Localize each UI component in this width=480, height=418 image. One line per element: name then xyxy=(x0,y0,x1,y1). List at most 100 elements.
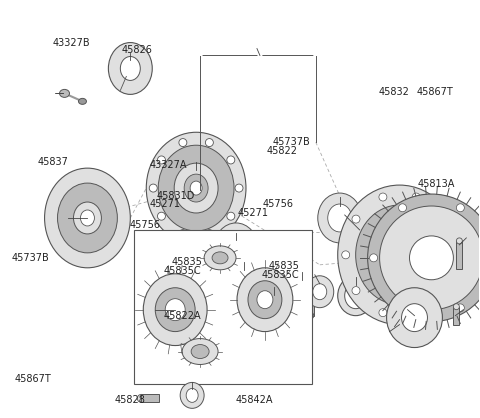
Ellipse shape xyxy=(214,223,258,273)
Ellipse shape xyxy=(338,185,461,325)
Ellipse shape xyxy=(144,274,207,346)
Ellipse shape xyxy=(298,294,306,302)
Ellipse shape xyxy=(186,388,198,403)
Ellipse shape xyxy=(409,236,454,280)
Circle shape xyxy=(370,254,378,262)
Text: 43327B: 43327B xyxy=(52,38,90,48)
Ellipse shape xyxy=(402,304,428,331)
Circle shape xyxy=(456,304,464,312)
Bar xyxy=(456,241,462,269)
Text: 45737B: 45737B xyxy=(11,253,49,263)
Ellipse shape xyxy=(392,246,408,264)
Bar xyxy=(355,230,365,306)
Ellipse shape xyxy=(58,183,117,253)
Ellipse shape xyxy=(313,284,327,300)
Ellipse shape xyxy=(356,205,444,305)
Bar xyxy=(454,307,459,325)
Ellipse shape xyxy=(372,223,428,287)
Ellipse shape xyxy=(384,237,416,273)
Ellipse shape xyxy=(386,288,443,347)
Ellipse shape xyxy=(212,252,228,264)
Ellipse shape xyxy=(180,382,204,408)
Text: 45271: 45271 xyxy=(238,208,269,218)
Text: 45737B: 45737B xyxy=(273,137,310,147)
Circle shape xyxy=(227,156,235,164)
Text: 45835: 45835 xyxy=(171,257,202,268)
Circle shape xyxy=(412,193,420,201)
Ellipse shape xyxy=(108,43,152,94)
Text: 45835C: 45835C xyxy=(163,266,201,275)
Ellipse shape xyxy=(165,299,185,321)
Ellipse shape xyxy=(191,344,209,359)
Ellipse shape xyxy=(184,174,208,202)
Circle shape xyxy=(235,184,243,192)
Text: 45832: 45832 xyxy=(379,87,409,97)
Text: 45271: 45271 xyxy=(149,199,180,209)
Ellipse shape xyxy=(204,246,236,270)
Ellipse shape xyxy=(257,291,273,308)
Circle shape xyxy=(149,184,157,192)
Text: 45831D: 45831D xyxy=(156,191,194,201)
Circle shape xyxy=(449,251,457,259)
Circle shape xyxy=(398,204,407,212)
Ellipse shape xyxy=(182,339,218,364)
Circle shape xyxy=(179,139,187,147)
Text: 45867T: 45867T xyxy=(14,374,51,384)
Ellipse shape xyxy=(60,89,70,97)
Text: 45756: 45756 xyxy=(263,199,294,209)
Text: 45822: 45822 xyxy=(266,146,297,155)
Circle shape xyxy=(352,215,360,223)
Ellipse shape xyxy=(267,294,281,310)
Text: 43327A: 43327A xyxy=(149,160,187,170)
Ellipse shape xyxy=(158,145,234,231)
Circle shape xyxy=(379,193,387,201)
Ellipse shape xyxy=(81,210,95,226)
Ellipse shape xyxy=(137,394,145,403)
Ellipse shape xyxy=(248,281,282,319)
Ellipse shape xyxy=(345,283,367,308)
Ellipse shape xyxy=(190,181,202,195)
Circle shape xyxy=(179,229,187,237)
Text: 45826: 45826 xyxy=(122,45,153,55)
Circle shape xyxy=(157,156,166,164)
Circle shape xyxy=(439,287,447,295)
Ellipse shape xyxy=(368,194,480,321)
Ellipse shape xyxy=(146,132,246,244)
Ellipse shape xyxy=(318,193,361,243)
Circle shape xyxy=(456,204,464,212)
Bar xyxy=(134,230,312,385)
Ellipse shape xyxy=(237,268,293,331)
Circle shape xyxy=(412,308,420,317)
Ellipse shape xyxy=(328,204,352,232)
Text: 45842A: 45842A xyxy=(236,395,273,405)
Circle shape xyxy=(205,229,214,237)
Text: 45822A: 45822A xyxy=(163,311,201,321)
Ellipse shape xyxy=(290,310,314,321)
Text: 45828: 45828 xyxy=(115,395,145,405)
Bar xyxy=(141,394,159,403)
Ellipse shape xyxy=(45,168,130,268)
Ellipse shape xyxy=(73,202,101,234)
Circle shape xyxy=(227,212,235,220)
Text: 45835: 45835 xyxy=(269,262,300,272)
Circle shape xyxy=(205,139,214,147)
Ellipse shape xyxy=(290,274,314,286)
Text: 45813A: 45813A xyxy=(417,179,455,189)
Text: 45867T: 45867T xyxy=(416,87,453,97)
Ellipse shape xyxy=(233,265,255,291)
Circle shape xyxy=(379,308,387,317)
Ellipse shape xyxy=(456,238,462,244)
Text: 45837: 45837 xyxy=(38,157,69,167)
Ellipse shape xyxy=(226,258,262,298)
Ellipse shape xyxy=(78,98,86,104)
Ellipse shape xyxy=(155,288,195,331)
Ellipse shape xyxy=(306,276,334,308)
Circle shape xyxy=(398,304,407,312)
Ellipse shape xyxy=(355,226,365,234)
Ellipse shape xyxy=(260,286,288,318)
Circle shape xyxy=(342,251,350,259)
Text: 45835C: 45835C xyxy=(262,270,299,280)
Circle shape xyxy=(157,212,166,220)
Ellipse shape xyxy=(338,276,373,316)
Ellipse shape xyxy=(355,302,365,310)
